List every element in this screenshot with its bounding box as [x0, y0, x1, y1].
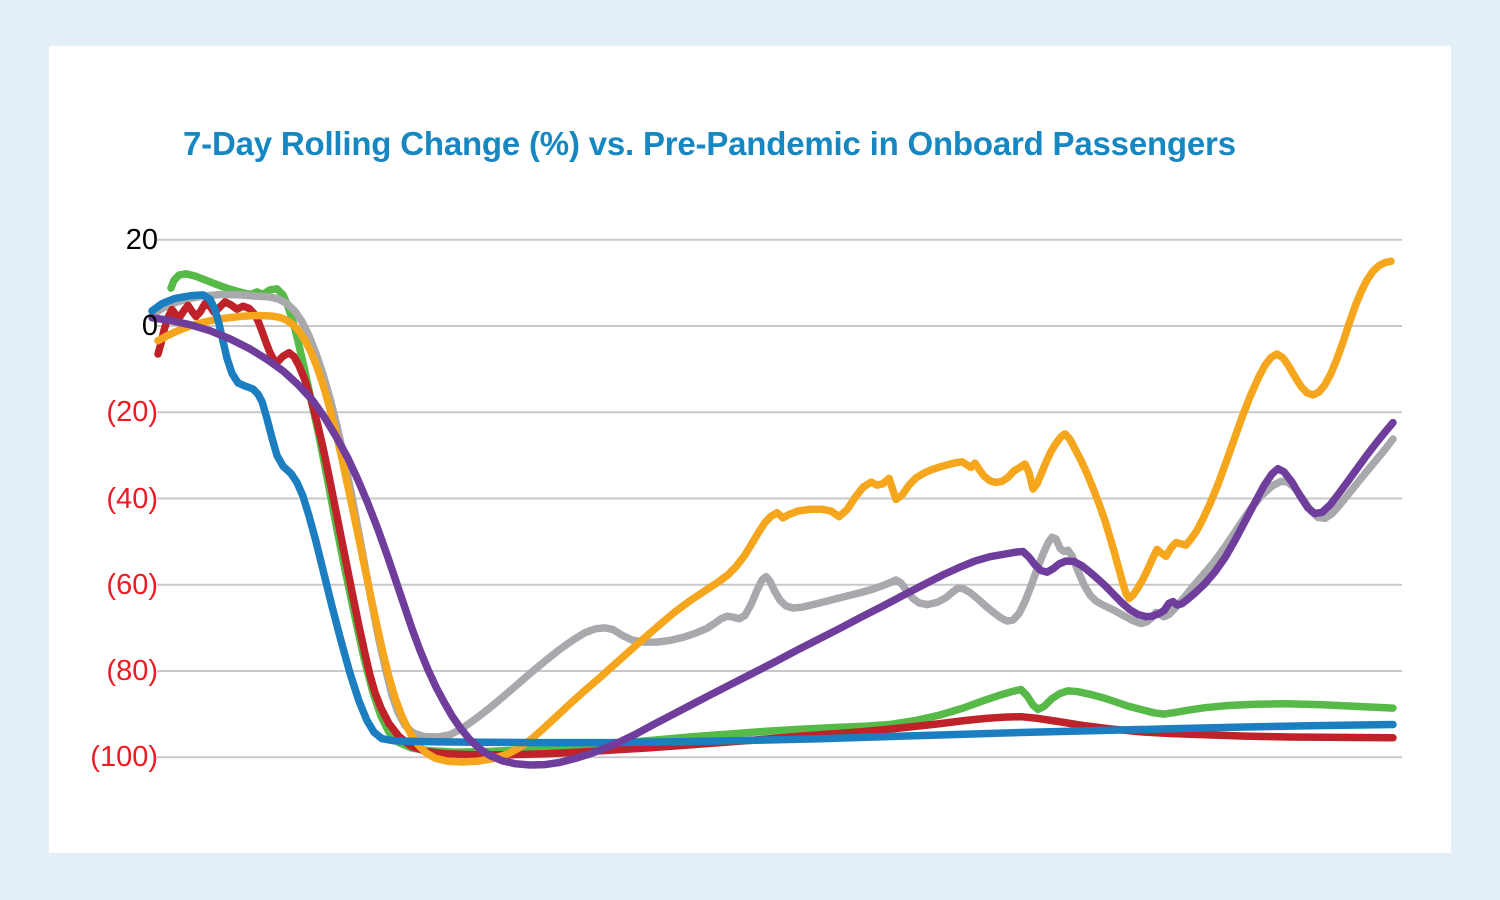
y-axis-label: 20 [125, 223, 158, 256]
series-line-orange [154, 257, 1395, 766]
y-axis-label: (100) [90, 741, 158, 774]
y-axis-label: (20) [106, 396, 158, 429]
y-axis-label: (40) [106, 482, 158, 515]
y-axis: 20 0 (20) (40) (60) (80) (100) [0, 0, 158, 900]
y-axis-label: 0 [141, 310, 158, 342]
chart-card [49, 46, 1451, 853]
series-line-red [154, 298, 1397, 759]
y-axis-label: (80) [106, 655, 158, 687]
y-axis-label: (60) [106, 568, 158, 601]
series-line-blue [148, 291, 1397, 747]
chart-title: 7-Day Rolling Change (%) vs. Pre-Pandemi… [183, 125, 1236, 162]
series-line-purple [148, 314, 1397, 769]
